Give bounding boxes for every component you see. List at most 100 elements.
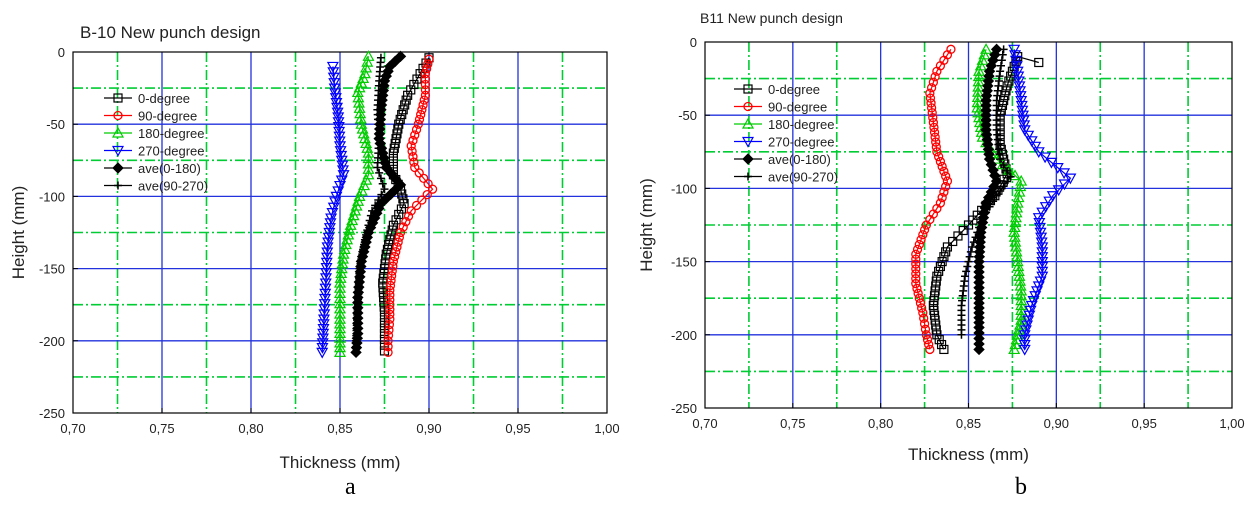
data-point [350, 199, 363, 211]
data-point [927, 108, 937, 118]
data-point [385, 304, 395, 315]
legend-marker [742, 153, 754, 165]
data-point [395, 114, 405, 124]
data-point [319, 273, 333, 285]
data-point [1006, 71, 1016, 81]
x-tick-label: 0,75 [149, 421, 174, 436]
data-point [937, 192, 947, 203]
data-point [929, 122, 939, 133]
data-point [1009, 169, 1022, 181]
data-point [319, 278, 332, 290]
legend-marker [743, 84, 753, 94]
data-point [330, 191, 343, 203]
series-line [382, 57, 430, 351]
data-point [385, 295, 395, 305]
data-point [996, 186, 1005, 195]
data-point [1014, 274, 1027, 286]
data-point [975, 223, 984, 232]
data-point [915, 298, 926, 308]
data-point [1003, 177, 1012, 186]
data-point [338, 243, 351, 254]
series-0-degree [928, 52, 1044, 355]
data-point [921, 330, 931, 340]
data-point [375, 168, 384, 177]
data-point [333, 341, 347, 353]
data-point [361, 142, 374, 153]
data-point [384, 239, 394, 250]
data-point [318, 304, 331, 316]
data-point [982, 208, 991, 217]
data-point [420, 79, 431, 90]
legend-label: 90-degree [768, 100, 827, 115]
data-point [973, 228, 982, 237]
data-point [420, 74, 431, 84]
data-point [972, 80, 985, 92]
y-tick-label: -100 [671, 181, 697, 196]
data-point [326, 61, 339, 73]
legend-label: 180-degree [768, 117, 835, 132]
data-point [1001, 86, 1011, 96]
data-point [1012, 265, 1025, 276]
data-point [1011, 328, 1024, 340]
data-point [1011, 201, 1024, 213]
data-point [346, 214, 359, 226]
data-point [385, 280, 396, 291]
data-point [976, 218, 985, 227]
data-point [339, 238, 352, 250]
data-point [935, 156, 946, 167]
data-point [936, 339, 947, 350]
data-point [1015, 309, 1028, 320]
data-point [1015, 174, 1028, 186]
legend-label: ave(0-180) [138, 161, 201, 176]
data-point [319, 288, 332, 300]
data-point [389, 251, 400, 262]
x-tick-label: 1,00 [1219, 416, 1244, 431]
data-point [1039, 202, 1052, 213]
data-point [347, 209, 360, 221]
data-point [321, 252, 334, 264]
data-point [1039, 152, 1052, 164]
data-point [422, 189, 432, 200]
data-point [971, 101, 984, 113]
data-point [1014, 279, 1027, 291]
data-point [919, 319, 930, 329]
data-point [925, 88, 935, 98]
x-tick-label: 0,80 [238, 421, 263, 436]
legend-marker [741, 136, 755, 148]
series-90-degree [911, 44, 956, 355]
data-point [396, 204, 407, 214]
data-point [1034, 57, 1044, 68]
data-point [333, 287, 347, 298]
data-point [390, 138, 400, 149]
data-point [942, 242, 953, 252]
data-point [356, 259, 365, 268]
y-tick-label: -150 [39, 262, 65, 277]
data-point [928, 112, 938, 123]
data-point [337, 247, 350, 259]
legend-marker [111, 126, 125, 138]
data-point [358, 132, 371, 144]
data-point [418, 100, 428, 110]
data-point [385, 285, 395, 295]
data-point [359, 245, 368, 254]
data-point [919, 313, 929, 323]
data-point [930, 286, 940, 296]
data-point [333, 276, 347, 288]
data-point [352, 96, 366, 108]
y-tick-label: -50 [46, 117, 65, 132]
data-point [409, 79, 419, 90]
data-point [327, 67, 340, 79]
data-point [333, 292, 347, 304]
data-point [996, 155, 1005, 164]
data-point [948, 236, 958, 247]
legend-label: 0-degree [768, 82, 820, 97]
data-point [379, 292, 389, 303]
data-point [427, 184, 438, 194]
data-point [334, 271, 347, 283]
data-point [931, 320, 941, 330]
data-point [406, 206, 416, 216]
data-point [319, 283, 332, 295]
data-point [919, 225, 930, 235]
data-point [925, 93, 936, 103]
data-point [388, 153, 398, 164]
